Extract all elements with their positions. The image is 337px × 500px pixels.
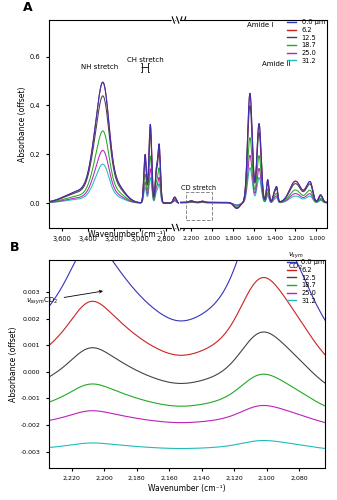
Text: A: A bbox=[23, 1, 33, 14]
Legend: 0.0 μm, 6.2, 12.5, 18.7, 25.0, 31.2: 0.0 μm, 6.2, 12.5, 18.7, 25.0, 31.2 bbox=[286, 259, 325, 304]
Text: $\nu_{sym}$
CD$_2$: $\nu_{sym}$ CD$_2$ bbox=[288, 250, 304, 272]
Text: CD stretch: CD stretch bbox=[181, 184, 216, 190]
Y-axis label: Absorbance (offset): Absorbance (offset) bbox=[9, 326, 18, 402]
Bar bbox=[186, 192, 212, 220]
Text: CH stretch: CH stretch bbox=[126, 56, 163, 62]
Y-axis label: Absorbance (offset): Absorbance (offset) bbox=[18, 86, 27, 162]
Text: Wavenumber (cm⁻¹): Wavenumber (cm⁻¹) bbox=[88, 230, 165, 238]
Text: Amide II: Amide II bbox=[262, 62, 290, 68]
Text: Amide I: Amide I bbox=[247, 22, 273, 28]
Text: $\nu_{asym}$CD$_2$: $\nu_{asym}$CD$_2$ bbox=[26, 290, 102, 307]
Legend: 0.0 μm, 6.2, 12.5, 18.7, 25.0, 31.2: 0.0 μm, 6.2, 12.5, 18.7, 25.0, 31.2 bbox=[287, 19, 325, 64]
Text: NH stretch: NH stretch bbox=[81, 64, 118, 70]
Text: B: B bbox=[10, 241, 20, 254]
X-axis label: Wavenumber (cm⁻¹): Wavenumber (cm⁻¹) bbox=[148, 484, 226, 492]
